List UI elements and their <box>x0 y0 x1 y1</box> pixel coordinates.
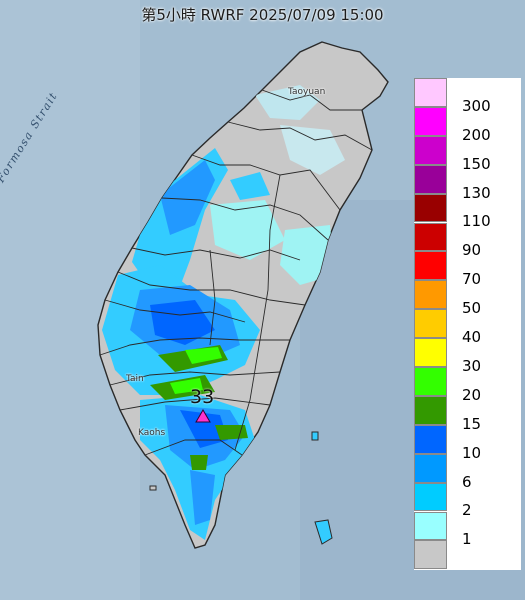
rain-area-20mm <box>170 378 203 394</box>
legend-row: 50 <box>414 280 521 317</box>
legend-label: 6 <box>462 472 472 491</box>
legend-row <box>414 540 521 570</box>
rain-area-20mm <box>185 347 222 364</box>
legend-swatch <box>414 309 447 339</box>
legend-swatch <box>414 251 447 281</box>
legend-label: 70 <box>462 270 482 289</box>
legend-label: 30 <box>462 356 482 375</box>
rain-area-2mm <box>230 172 270 200</box>
legend-swatch <box>414 511 447 541</box>
legend-row: 10 <box>414 424 521 462</box>
legend-swatch <box>414 164 447 194</box>
legend-swatch <box>414 338 447 367</box>
legend-label: 300 <box>462 96 491 115</box>
legend-label: 130 <box>462 183 491 202</box>
legend-swatch <box>414 482 447 512</box>
rain-area-15mm <box>190 455 208 470</box>
legend-swatch <box>414 424 447 454</box>
legend-row: 90 <box>414 222 521 259</box>
legend-swatch <box>414 367 447 396</box>
rain-area-10mm <box>180 410 228 448</box>
liuqiu-island <box>149 485 157 491</box>
legend-swatch <box>414 395 447 425</box>
legend-row: 15 <box>414 395 521 433</box>
legend-label: 1 <box>462 530 472 549</box>
legend-swatch <box>414 193 447 223</box>
legend-label: 15 <box>462 414 482 433</box>
map-title: 第5小時 RWRF 2025/07/09 15:00 <box>141 6 384 24</box>
legend-row: 1 <box>414 511 521 548</box>
legend-swatch <box>414 78 447 107</box>
legend-row: 200 <box>414 106 521 144</box>
legend-row: 6 <box>414 453 521 491</box>
legend-row: 30 <box>414 338 521 375</box>
rain-area-6mm <box>190 470 215 525</box>
legend-row: 110 <box>414 193 521 230</box>
legend-label: 150 <box>462 154 491 173</box>
county-boundaries <box>99 89 373 456</box>
legend-row: 150 <box>414 135 521 173</box>
lanyu-island <box>314 519 333 545</box>
legend-row: 130 <box>414 164 521 202</box>
rain-area-6mm <box>160 160 215 235</box>
legend-label: 50 <box>462 299 482 318</box>
rain-area-15mm <box>215 425 248 440</box>
place-tainan: Tain <box>126 374 144 384</box>
legend-swatch <box>414 222 447 252</box>
legend-row: 2 <box>414 482 521 519</box>
green-island <box>311 431 319 441</box>
legend-row: 40 <box>414 309 521 346</box>
legend-row: 70 <box>414 251 521 288</box>
legend-swatch <box>414 135 447 165</box>
legend-swatch <box>414 540 447 570</box>
max-rain-marker <box>195 409 211 423</box>
place-kaohsiung: Kaohs <box>138 428 166 438</box>
legend-label: 40 <box>462 328 482 347</box>
legend-swatch <box>414 106 447 136</box>
rain-area-10mm <box>150 300 215 345</box>
place-taoyuan: Taoyuan <box>288 87 326 97</box>
rain-area-1mm <box>210 200 285 260</box>
legend-swatch <box>414 453 447 483</box>
legend-label: 90 <box>462 241 482 260</box>
legend-label: 10 <box>462 443 482 462</box>
legend-swatch <box>414 280 447 310</box>
legend-label: 20 <box>462 385 482 404</box>
legend-label: 2 <box>462 501 472 520</box>
legend-label: 200 <box>462 125 491 144</box>
legend-label: 110 <box>462 212 491 231</box>
max-rain-value: 33 <box>190 386 215 408</box>
legend-row: 300 <box>414 78 521 115</box>
rainfall-legend: 300 200 150 130 110 90 70 50 40 30 20 15 10 6 2 1 <box>414 78 521 570</box>
legend-row: 20 <box>414 367 521 404</box>
